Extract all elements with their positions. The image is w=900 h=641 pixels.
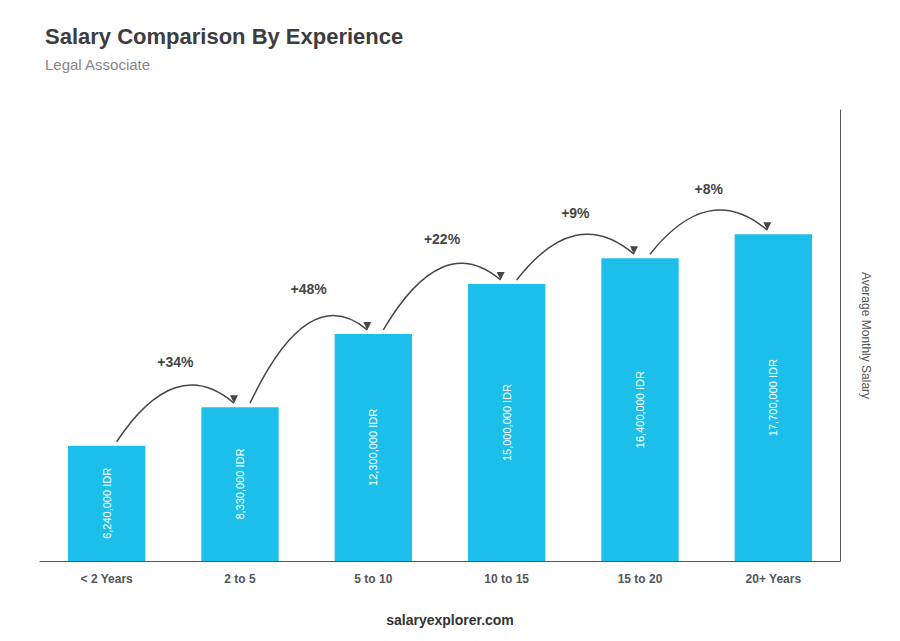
svg-text:+9%: +9% — [561, 205, 590, 221]
svg-text:2 to 5: 2 to 5 — [224, 572, 256, 586]
svg-text:16,400,000 IDR: 16,400,000 IDR — [634, 371, 646, 448]
svg-text:salaryexplorer.com: salaryexplorer.com — [386, 612, 514, 628]
svg-text:12,300,000 IDR: 12,300,000 IDR — [367, 409, 379, 486]
svg-text:+22%: +22% — [424, 231, 461, 247]
svg-text:< 2 Years: < 2 Years — [81, 572, 133, 586]
svg-text:Legal Associate: Legal Associate — [45, 56, 150, 73]
svg-text:17,700,000 IDR: 17,700,000 IDR — [767, 359, 779, 436]
svg-text:5 to 10: 5 to 10 — [354, 572, 392, 586]
svg-text:20+ Years: 20+ Years — [746, 572, 802, 586]
svg-text:10 to 15: 10 to 15 — [484, 572, 529, 586]
svg-text:15 to 20: 15 to 20 — [618, 572, 663, 586]
svg-text:+48%: +48% — [291, 281, 328, 297]
svg-text:+8%: +8% — [694, 181, 723, 197]
svg-text:+34%: +34% — [157, 354, 194, 370]
svg-text:8,330,000 IDR: 8,330,000 IDR — [234, 449, 246, 520]
svg-text:15,000,000 IDR: 15,000,000 IDR — [501, 384, 513, 461]
svg-text:Salary Comparison By Experienc: Salary Comparison By Experience — [45, 24, 403, 49]
svg-text:Average Monthly Salary: Average Monthly Salary — [859, 272, 873, 399]
svg-text:6,240,000 IDR: 6,240,000 IDR — [101, 468, 113, 539]
